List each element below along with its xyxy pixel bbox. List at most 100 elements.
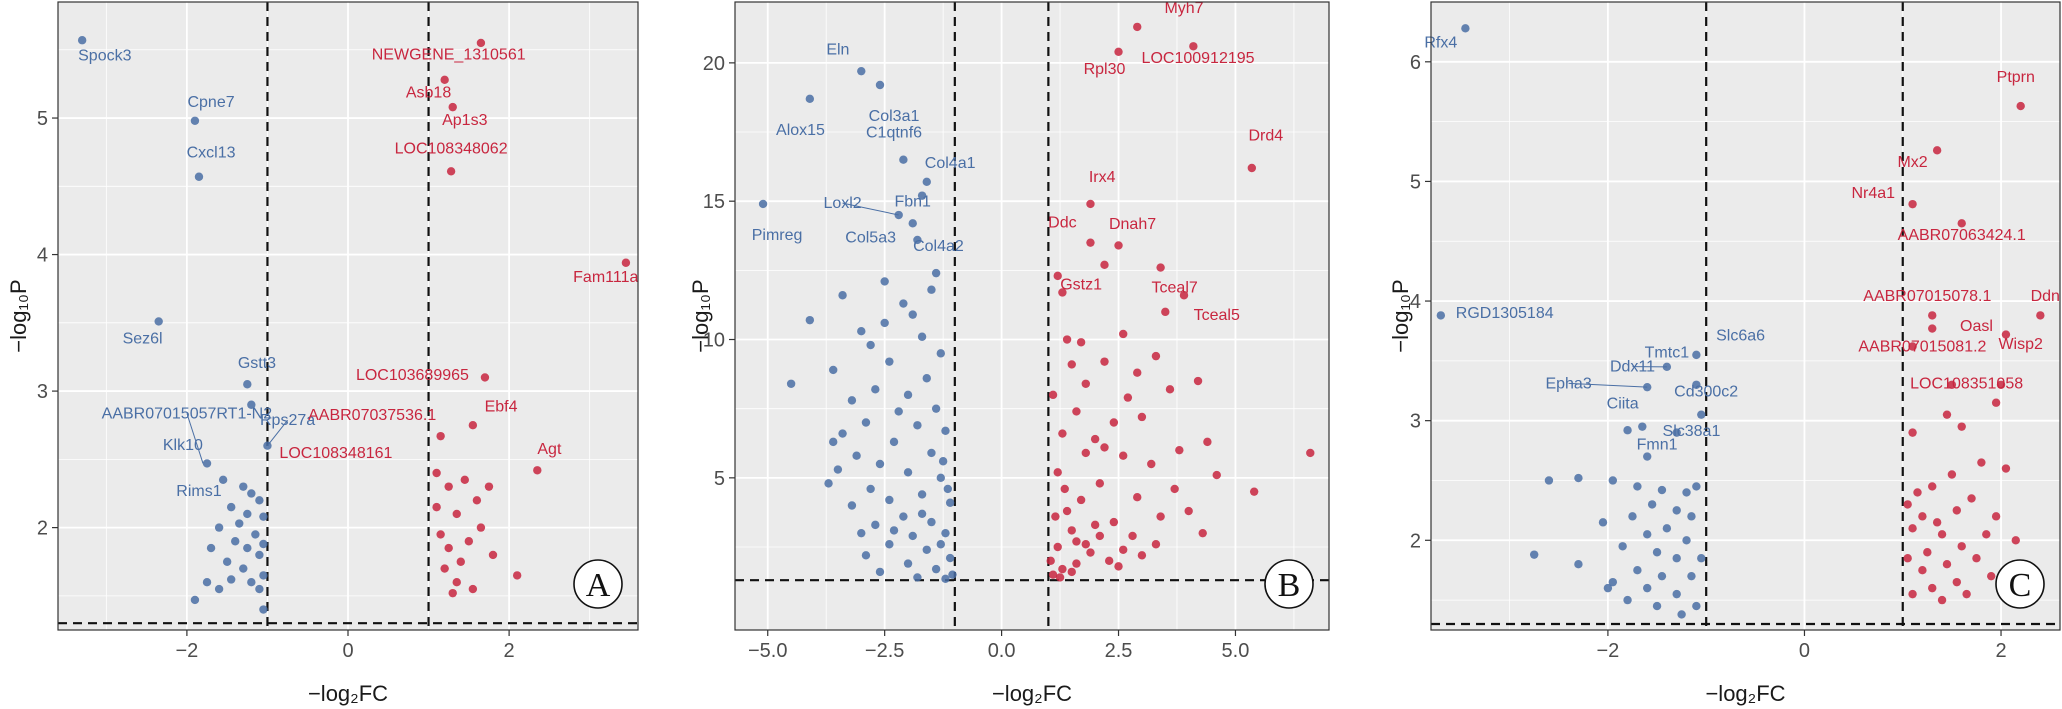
point-up bbox=[444, 482, 453, 491]
point-down bbox=[861, 418, 871, 427]
point-down bbox=[927, 285, 936, 294]
gene-label: AABR07063424.1 bbox=[1898, 227, 2026, 244]
point-up bbox=[1051, 512, 1060, 521]
point-down bbox=[922, 545, 931, 554]
point-up bbox=[1060, 484, 1069, 494]
point-down bbox=[1697, 554, 1706, 563]
gene-label: Epha3 bbox=[1545, 375, 1591, 392]
point-up bbox=[436, 431, 445, 441]
point-up bbox=[1119, 329, 1128, 339]
point-down bbox=[1598, 518, 1608, 527]
point-down bbox=[889, 437, 899, 447]
y-tick-label: 2 bbox=[37, 518, 48, 540]
point-up bbox=[1156, 263, 1165, 272]
point-up bbox=[1072, 537, 1081, 546]
gene-label: Col5a3 bbox=[845, 230, 896, 247]
point-up bbox=[1119, 545, 1128, 554]
point-down bbox=[206, 543, 216, 553]
point-down bbox=[866, 340, 875, 350]
point-down bbox=[885, 357, 894, 366]
y-tick-label: 4 bbox=[1410, 291, 1421, 313]
point-up bbox=[1991, 512, 2001, 521]
point-down bbox=[1692, 482, 1701, 491]
gene-label: Cpne7 bbox=[187, 94, 234, 111]
point-up bbox=[1932, 146, 1942, 155]
point-up bbox=[1076, 495, 1086, 505]
point-up bbox=[1090, 434, 1100, 444]
gene-label: Tmtc1 bbox=[1645, 344, 1690, 361]
gene-label: LOC108348161 bbox=[279, 445, 392, 462]
point-up bbox=[452, 578, 461, 587]
point-up bbox=[1046, 556, 1055, 566]
point-up bbox=[1942, 560, 1952, 569]
point-up bbox=[1058, 564, 1067, 574]
point-up bbox=[448, 588, 457, 598]
point-down bbox=[214, 523, 224, 532]
panel-letter-badge bbox=[1264, 559, 1314, 609]
point-down bbox=[1633, 565, 1642, 575]
point-down bbox=[259, 512, 268, 521]
point-up bbox=[488, 550, 498, 560]
x-axis-title: −log₂FC bbox=[1705, 681, 1785, 706]
point-down bbox=[829, 437, 838, 447]
label-connector bbox=[186, 413, 204, 464]
point-down bbox=[226, 502, 236, 512]
point-down bbox=[941, 528, 950, 538]
point-up bbox=[1903, 500, 1912, 509]
gene-label: Oasl bbox=[1960, 318, 1993, 335]
point-down bbox=[838, 429, 847, 438]
gene-label: Ddc bbox=[1048, 214, 1076, 231]
point-down bbox=[894, 407, 903, 416]
gene-label: Tceal7 bbox=[1152, 279, 1198, 296]
point-up bbox=[512, 571, 522, 580]
plot-background bbox=[735, 2, 1329, 630]
point-down bbox=[838, 291, 847, 300]
gene-label: Cxcl13 bbox=[187, 145, 236, 162]
point-down bbox=[847, 396, 857, 405]
point-down bbox=[77, 36, 87, 45]
x-tick-label: 2 bbox=[1995, 640, 2006, 662]
point-down bbox=[190, 595, 200, 605]
point-down bbox=[1623, 595, 1632, 605]
gene-label: LOC100912195 bbox=[1142, 50, 1255, 67]
point-up bbox=[460, 475, 470, 485]
point-up bbox=[1147, 459, 1156, 469]
gene-label: Rps27a bbox=[260, 412, 315, 429]
y-tick-label: 5 bbox=[714, 468, 725, 490]
point-down bbox=[917, 490, 927, 499]
point-down bbox=[908, 310, 917, 319]
point-up bbox=[1062, 335, 1072, 344]
point-down bbox=[885, 495, 894, 505]
gene-label: RGD1305184 bbox=[1456, 305, 1554, 322]
point-up bbox=[1908, 524, 1917, 533]
point-down bbox=[235, 519, 244, 528]
point-down bbox=[922, 374, 931, 383]
y-tick-label: 10 bbox=[703, 330, 725, 352]
point-down bbox=[239, 564, 248, 573]
y-tick-label: 3 bbox=[37, 381, 48, 403]
point-down bbox=[885, 540, 894, 549]
point-up bbox=[1189, 42, 1198, 51]
x-tick-label: −2 bbox=[1597, 640, 1620, 662]
point-down bbox=[1672, 428, 1681, 437]
gene-label: Sez6l bbox=[123, 330, 163, 347]
gene-label: Col4a1 bbox=[925, 155, 976, 172]
point-down bbox=[922, 177, 931, 187]
point-up bbox=[533, 466, 542, 475]
point-down bbox=[231, 537, 240, 546]
point-down bbox=[880, 318, 889, 328]
panel-letter: C bbox=[2009, 567, 2032, 604]
point-up bbox=[1067, 360, 1076, 369]
point-down bbox=[243, 380, 252, 389]
point-up bbox=[1937, 530, 1947, 539]
point-up bbox=[1081, 448, 1090, 458]
point-down bbox=[917, 191, 927, 200]
point-down bbox=[1652, 601, 1662, 611]
y-tick-label: 20 bbox=[703, 53, 725, 75]
point-down bbox=[1618, 542, 1627, 551]
point-down bbox=[899, 299, 908, 308]
gene-label: Myh7 bbox=[1164, 0, 1203, 17]
point-up bbox=[1100, 260, 1109, 270]
